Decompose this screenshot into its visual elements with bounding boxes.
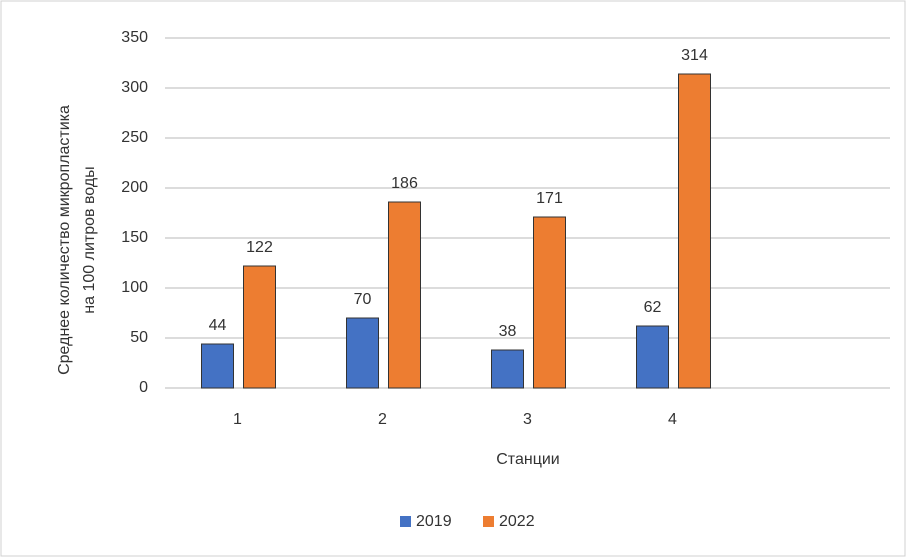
bar: [636, 325, 669, 389]
legend-swatch: [483, 516, 494, 527]
y-tick-label: 100: [121, 279, 148, 296]
data-label: 122: [246, 239, 273, 256]
y-tick-label: 150: [121, 229, 148, 246]
bar: [491, 349, 524, 389]
data-label: 314: [681, 47, 708, 64]
x-tick-label: 3: [523, 411, 532, 428]
y-axis-label: Среднее количество микропластика: [56, 105, 73, 375]
y-tick-label: 300: [121, 79, 148, 96]
y-tick-label: 200: [121, 179, 148, 196]
bar: [243, 265, 276, 389]
bar: [678, 73, 711, 389]
x-tick-label: 1: [233, 411, 242, 428]
y-tick-label: 50: [130, 329, 148, 346]
bar: [388, 201, 421, 389]
data-label: 38: [499, 323, 517, 340]
bar: [346, 317, 379, 389]
x-tick-label: 4: [668, 411, 677, 428]
data-label: 171: [536, 190, 563, 207]
y-tick-label: 250: [121, 129, 148, 146]
x-axis-label: Станции: [496, 451, 559, 468]
legend-label: 2022: [499, 513, 535, 530]
bar: [533, 216, 566, 389]
y-axis-label: на 100 литров воды: [81, 166, 98, 313]
data-label: 70: [354, 291, 372, 308]
bar: [201, 343, 234, 389]
y-tick-label: 0: [139, 379, 148, 396]
legend-label: 2019: [416, 513, 452, 530]
data-label: 44: [209, 317, 227, 334]
data-label: 186: [391, 175, 418, 192]
x-tick-label: 2: [378, 411, 387, 428]
legend-swatch: [400, 516, 411, 527]
y-tick-label: 350: [121, 29, 148, 46]
data-label: 62: [644, 299, 662, 316]
